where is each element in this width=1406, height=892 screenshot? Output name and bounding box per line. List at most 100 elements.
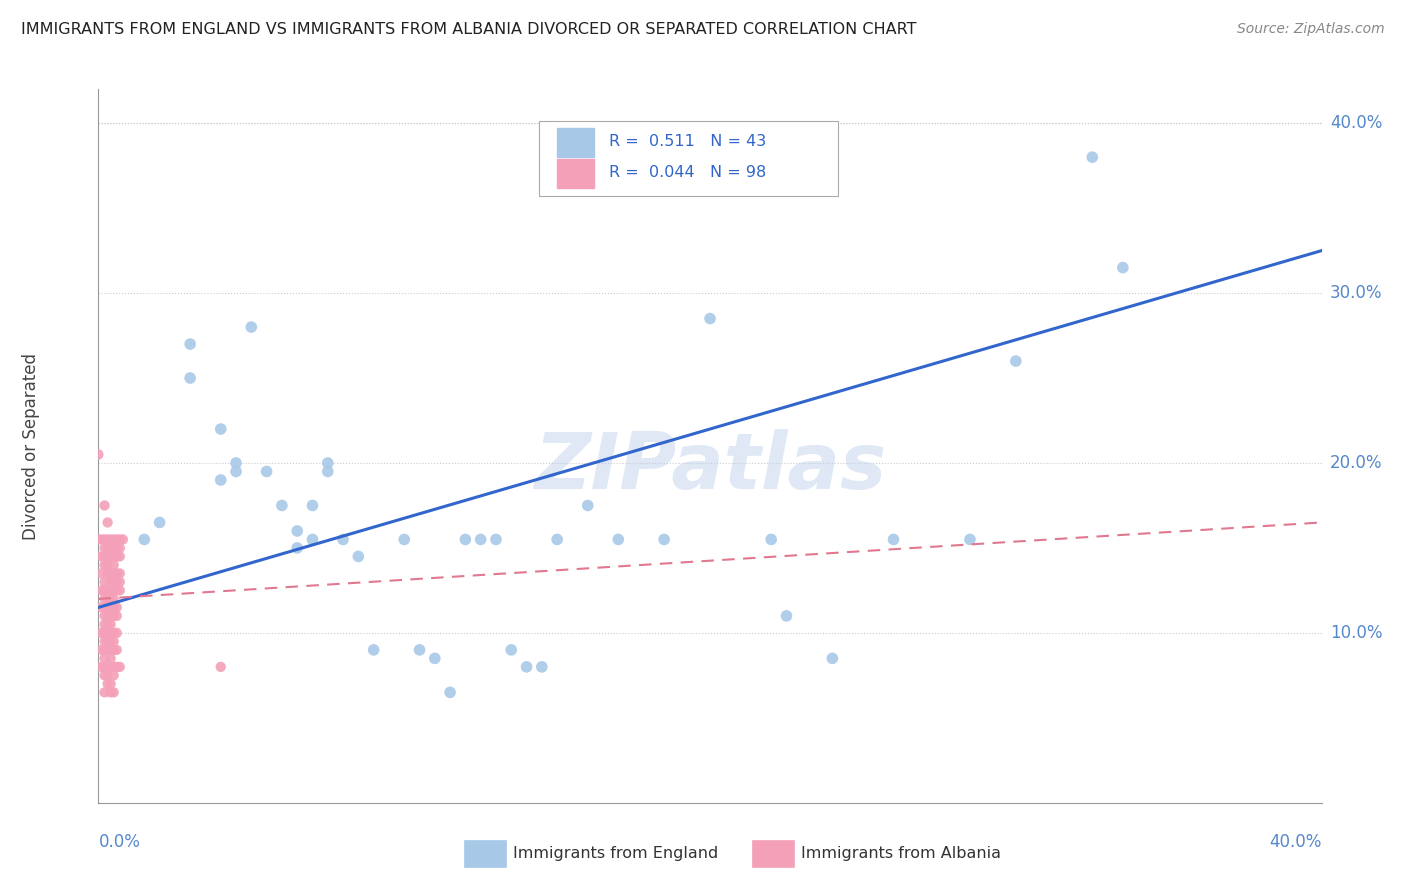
Point: [87, 448, 110, 462]
Point: [105, 626, 128, 640]
Point: [699, 311, 721, 326]
Point: [93, 541, 115, 555]
Point: [97, 634, 120, 648]
Point: [93, 600, 115, 615]
Point: [105, 583, 128, 598]
Point: [103, 668, 125, 682]
Point: [90, 600, 112, 615]
Point: [100, 591, 122, 606]
Point: [179, 337, 201, 351]
Point: [1112, 260, 1135, 275]
Point: [87, 533, 110, 547]
Point: [93, 685, 115, 699]
Point: [108, 533, 131, 547]
Point: [97, 600, 120, 615]
Point: [100, 608, 122, 623]
Point: [93, 651, 115, 665]
Point: [1081, 150, 1104, 164]
Point: [105, 600, 128, 615]
Point: [285, 524, 308, 538]
Point: [775, 608, 797, 623]
Point: [90, 533, 112, 547]
Point: [516, 660, 538, 674]
Point: [103, 541, 125, 555]
Text: Immigrants from England: Immigrants from England: [513, 847, 718, 861]
Point: [100, 634, 122, 648]
Point: [301, 499, 323, 513]
Point: [108, 541, 131, 555]
Point: [103, 626, 125, 640]
Point: [576, 499, 599, 513]
Point: [105, 643, 128, 657]
Point: [90, 549, 112, 564]
Point: [209, 660, 232, 674]
Point: [93, 558, 115, 572]
Point: [105, 541, 128, 555]
Text: 40.0%: 40.0%: [1270, 833, 1322, 851]
FancyBboxPatch shape: [538, 121, 838, 196]
Point: [100, 677, 122, 691]
Point: [883, 533, 905, 547]
Point: [100, 566, 122, 581]
Point: [103, 660, 125, 674]
Point: [97, 617, 120, 632]
Point: [93, 643, 115, 657]
Point: [93, 591, 115, 606]
Point: [821, 651, 844, 665]
Point: [103, 600, 125, 615]
Point: [108, 566, 131, 581]
Point: [100, 541, 122, 555]
Point: [90, 660, 112, 674]
Point: [240, 320, 263, 334]
Point: [652, 533, 675, 547]
Point: [225, 456, 247, 470]
Point: [97, 541, 120, 555]
Point: [454, 533, 477, 547]
Point: [149, 516, 172, 530]
Point: [103, 583, 125, 598]
Point: [316, 465, 339, 479]
Point: [103, 533, 125, 547]
Text: R =  0.511   N = 43: R = 0.511 N = 43: [609, 134, 766, 149]
Point: [959, 533, 981, 547]
Text: ZIPatlas: ZIPatlas: [534, 429, 886, 506]
Point: [100, 533, 122, 547]
Point: [105, 566, 128, 581]
Text: IMMIGRANTS FROM ENGLAND VS IMMIGRANTS FROM ALBANIA DIVORCED OR SEPARATED CORRELA: IMMIGRANTS FROM ENGLAND VS IMMIGRANTS FR…: [21, 22, 917, 37]
Point: [108, 660, 131, 674]
Point: [97, 643, 120, 657]
Point: [93, 660, 115, 674]
Point: [470, 533, 492, 547]
Point: [100, 574, 122, 589]
Point: [97, 533, 120, 547]
Point: [347, 549, 370, 564]
Point: [111, 533, 134, 547]
Text: 20.0%: 20.0%: [1330, 454, 1382, 472]
Point: [97, 591, 120, 606]
Point: [209, 473, 232, 487]
Point: [93, 668, 115, 682]
Point: [103, 634, 125, 648]
Point: [225, 465, 247, 479]
Point: [93, 626, 115, 640]
Point: [179, 371, 201, 385]
Point: [93, 533, 115, 547]
Point: [108, 549, 131, 564]
Point: [423, 651, 446, 665]
Point: [97, 549, 120, 564]
Point: [90, 626, 112, 640]
Text: 10.0%: 10.0%: [1330, 624, 1382, 642]
Point: [105, 574, 128, 589]
Point: [90, 583, 112, 598]
Point: [105, 549, 128, 564]
Point: [90, 566, 112, 581]
Point: [97, 608, 120, 623]
Point: [90, 643, 112, 657]
Point: [285, 541, 308, 555]
Point: [103, 558, 125, 572]
Point: [97, 668, 120, 682]
Point: [100, 626, 122, 640]
Point: [316, 456, 339, 470]
Bar: [557, 159, 593, 187]
Point: [97, 677, 120, 691]
